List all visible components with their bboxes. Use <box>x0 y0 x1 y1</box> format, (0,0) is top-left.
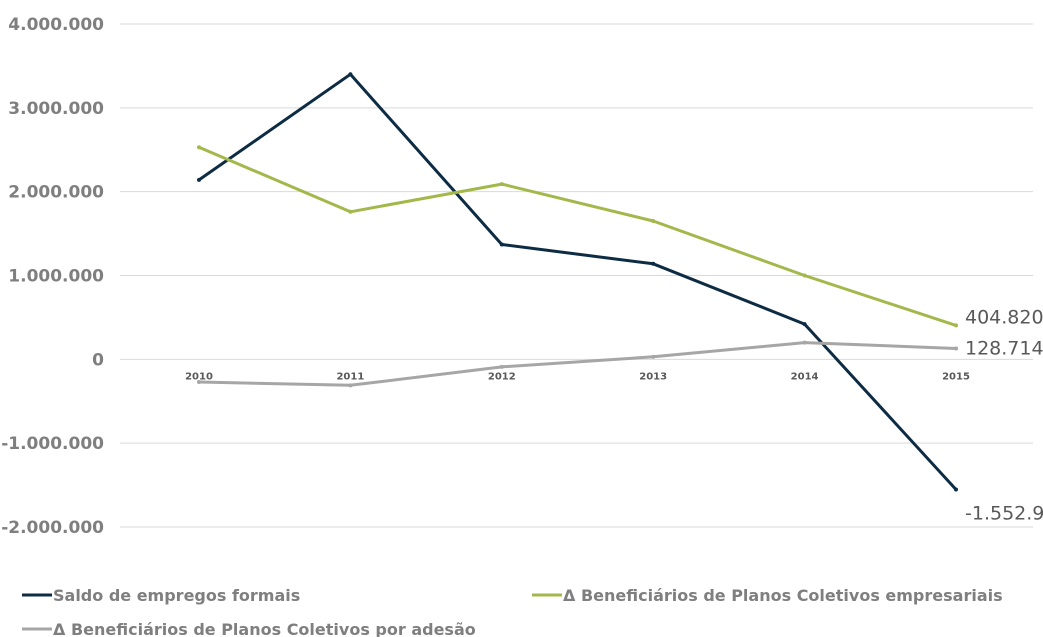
data-point <box>954 487 958 492</box>
legend-label: Δ Beneficiários de Planos Coletivos empr… <box>563 586 1003 605</box>
legend-item: Δ Beneficiários de Planos Coletivos empr… <box>532 586 1003 605</box>
data-label: 404.820 <box>965 306 1043 328</box>
data-point <box>651 219 656 224</box>
y-tick-label: 1.000.000 <box>8 267 104 287</box>
x-axis-ticks: 2010 2011 2012 2013 2014 2015 <box>185 371 970 382</box>
legend-item: Δ Beneficiários de Planos Coletivos por … <box>22 620 476 637</box>
legend-item: Saldo de empregos formais <box>22 586 300 605</box>
data-point <box>348 72 353 77</box>
data-point <box>802 322 807 327</box>
data-label: -1.552.953 <box>965 503 1043 525</box>
data-point <box>348 383 353 388</box>
y-tick-label: 4.000.000 <box>8 15 104 35</box>
x-tick-label: 2011 <box>336 371 364 382</box>
series-line-2 <box>197 145 958 327</box>
legend-label: Δ Beneficiários de Planos Coletivos por … <box>53 620 476 637</box>
data-point <box>651 261 656 266</box>
data-point <box>499 242 504 247</box>
data-label: 128.714 <box>965 338 1043 360</box>
data-point <box>348 209 353 214</box>
x-tick-label: 2014 <box>791 371 819 382</box>
x-tick-label: 2015 <box>942 371 970 382</box>
legend: Saldo de empregos formais Δ Beneficiários… <box>22 586 1003 637</box>
data-point <box>802 273 807 278</box>
y-axis-ticks: 4.000.000 3.000.000 2.000.000 1.000.000 0 -1.… <box>1 15 104 538</box>
y-tick-label: 3.000.000 <box>8 99 104 119</box>
y-tick-label: -1.000.000 <box>1 434 104 454</box>
legend-label: Saldo de empregos formais <box>53 586 300 605</box>
series-line-1 <box>197 72 958 491</box>
y-tick-label: 0 <box>92 350 104 370</box>
data-point <box>651 354 656 359</box>
data-point <box>802 340 807 345</box>
series-line-3 <box>197 341 958 387</box>
data-point <box>499 182 504 187</box>
x-tick-label: 2013 <box>639 371 667 382</box>
data-point <box>197 177 201 182</box>
end-labels: -1.552.953 404.820 128.714 <box>965 306 1043 524</box>
y-tick-label: 2.000.000 <box>8 183 104 203</box>
x-tick-label: 2010 <box>185 371 213 382</box>
x-tick-label: 2012 <box>488 371 516 382</box>
data-point <box>197 379 201 384</box>
gridlines <box>120 23 1033 528</box>
series-lines <box>197 72 958 492</box>
y-tick-label: -2.000.000 <box>1 518 104 538</box>
data-point <box>954 323 958 328</box>
data-point <box>499 364 504 369</box>
data-point <box>954 346 958 351</box>
data-point <box>197 145 201 150</box>
